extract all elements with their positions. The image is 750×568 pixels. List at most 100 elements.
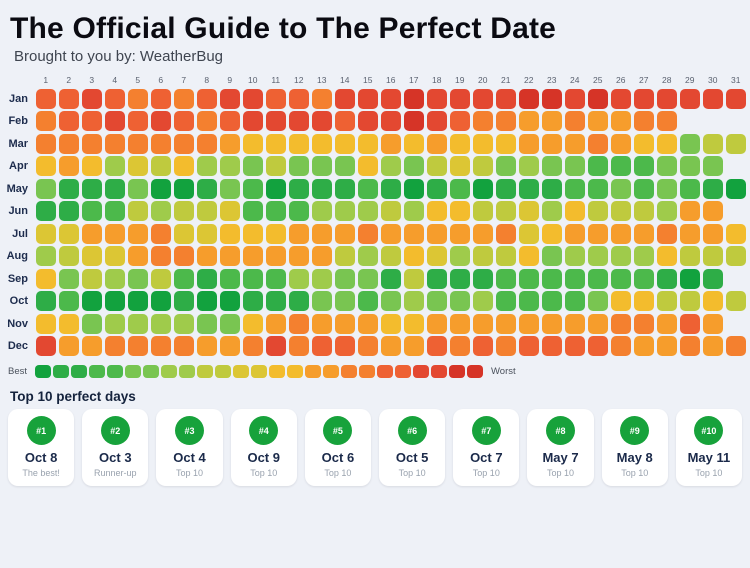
- day-cell[interactable]: [702, 313, 723, 334]
- day-cell[interactable]: [587, 246, 608, 266]
- day-cell[interactable]: [35, 156, 56, 176]
- day-cell[interactable]: [426, 268, 447, 289]
- day-cell[interactable]: [58, 156, 79, 176]
- day-cell[interactable]: [334, 336, 355, 356]
- day-cell[interactable]: [58, 268, 79, 289]
- day-cell[interactable]: [587, 111, 608, 131]
- day-cell[interactable]: [242, 268, 263, 289]
- day-cell[interactable]: [219, 156, 240, 176]
- day-cell[interactable]: [610, 246, 631, 266]
- day-cell[interactable]: [311, 268, 332, 289]
- day-cell[interactable]: [564, 111, 585, 131]
- day-cell[interactable]: [311, 313, 332, 334]
- day-cell[interactable]: [81, 88, 102, 109]
- day-cell[interactable]: [518, 336, 539, 356]
- day-cell[interactable]: [702, 201, 723, 221]
- day-cell[interactable]: [472, 223, 493, 244]
- day-cell[interactable]: [380, 111, 401, 131]
- day-cell[interactable]: [449, 268, 470, 289]
- day-cell[interactable]: [127, 291, 148, 311]
- day-cell[interactable]: [426, 223, 447, 244]
- day-cell[interactable]: [265, 111, 286, 131]
- day-cell[interactable]: [81, 201, 102, 221]
- day-cell[interactable]: [679, 201, 700, 221]
- day-cell[interactable]: [265, 336, 286, 356]
- day-cell[interactable]: [357, 201, 378, 221]
- day-cell[interactable]: [380, 178, 401, 199]
- day-cell[interactable]: [403, 268, 424, 289]
- top10-card[interactable]: #9 May 8 Top 10: [601, 409, 668, 486]
- day-cell[interactable]: [311, 291, 332, 311]
- top10-card[interactable]: #1 Oct 8 The best!: [8, 409, 75, 486]
- day-cell[interactable]: [288, 268, 309, 289]
- day-cell[interactable]: [81, 156, 102, 176]
- day-cell[interactable]: [81, 291, 102, 311]
- day-cell[interactable]: [426, 291, 447, 311]
- day-cell[interactable]: [495, 268, 516, 289]
- day-cell[interactable]: [495, 336, 516, 356]
- day-cell[interactable]: [35, 291, 56, 311]
- day-cell[interactable]: [541, 246, 562, 266]
- day-cell[interactable]: [472, 268, 493, 289]
- day-cell[interactable]: [242, 223, 263, 244]
- day-cell[interactable]: [587, 291, 608, 311]
- day-cell[interactable]: [173, 201, 194, 221]
- day-cell[interactable]: [564, 88, 585, 109]
- day-cell[interactable]: [219, 291, 240, 311]
- day-cell[interactable]: [495, 201, 516, 221]
- day-cell[interactable]: [265, 268, 286, 289]
- day-cell[interactable]: [357, 178, 378, 199]
- day-cell[interactable]: [127, 246, 148, 266]
- day-cell[interactable]: [288, 313, 309, 334]
- day-cell[interactable]: [311, 223, 332, 244]
- day-cell[interactable]: [173, 223, 194, 244]
- day-cell[interactable]: [702, 246, 723, 266]
- day-cell[interactable]: [380, 88, 401, 109]
- day-cell[interactable]: [127, 111, 148, 131]
- day-cell[interactable]: [311, 156, 332, 176]
- day-cell[interactable]: [334, 223, 355, 244]
- day-cell[interactable]: [242, 291, 263, 311]
- day-cell[interactable]: [403, 336, 424, 356]
- day-cell[interactable]: [633, 313, 654, 334]
- top10-card[interactable]: #2 Oct 3 Runner-up: [82, 409, 149, 486]
- day-cell[interactable]: [564, 223, 585, 244]
- day-cell[interactable]: [564, 313, 585, 334]
- day-cell[interactable]: [587, 201, 608, 221]
- day-cell[interactable]: [426, 313, 447, 334]
- day-cell[interactable]: [81, 246, 102, 266]
- day-cell[interactable]: [380, 133, 401, 154]
- day-cell[interactable]: [403, 223, 424, 244]
- day-cell[interactable]: [541, 223, 562, 244]
- day-cell[interactable]: [564, 336, 585, 356]
- day-cell[interactable]: [334, 88, 355, 109]
- day-cell[interactable]: [357, 223, 378, 244]
- day-cell[interactable]: [403, 178, 424, 199]
- top10-card[interactable]: #8 May 7 Top 10: [527, 409, 594, 486]
- day-cell[interactable]: [173, 156, 194, 176]
- day-cell[interactable]: [495, 313, 516, 334]
- day-cell[interactable]: [564, 133, 585, 154]
- day-cell[interactable]: [518, 88, 539, 109]
- day-cell[interactable]: [196, 268, 217, 289]
- day-cell[interactable]: [127, 313, 148, 334]
- day-cell[interactable]: [564, 291, 585, 311]
- day-cell[interactable]: [656, 313, 677, 334]
- day-cell[interactable]: [587, 223, 608, 244]
- day-cell[interactable]: [472, 246, 493, 266]
- day-cell[interactable]: [541, 336, 562, 356]
- day-cell[interactable]: [242, 111, 263, 131]
- day-cell[interactable]: [380, 246, 401, 266]
- day-cell[interactable]: [81, 178, 102, 199]
- day-cell[interactable]: [541, 133, 562, 154]
- day-cell[interactable]: [265, 223, 286, 244]
- day-cell[interactable]: [150, 313, 171, 334]
- day-cell[interactable]: [472, 133, 493, 154]
- day-cell[interactable]: [288, 336, 309, 356]
- day-cell[interactable]: [311, 133, 332, 154]
- day-cell[interactable]: [518, 223, 539, 244]
- day-cell[interactable]: [81, 133, 102, 154]
- day-cell[interactable]: [104, 201, 125, 221]
- day-cell[interactable]: [702, 88, 723, 109]
- day-cell[interactable]: [679, 246, 700, 266]
